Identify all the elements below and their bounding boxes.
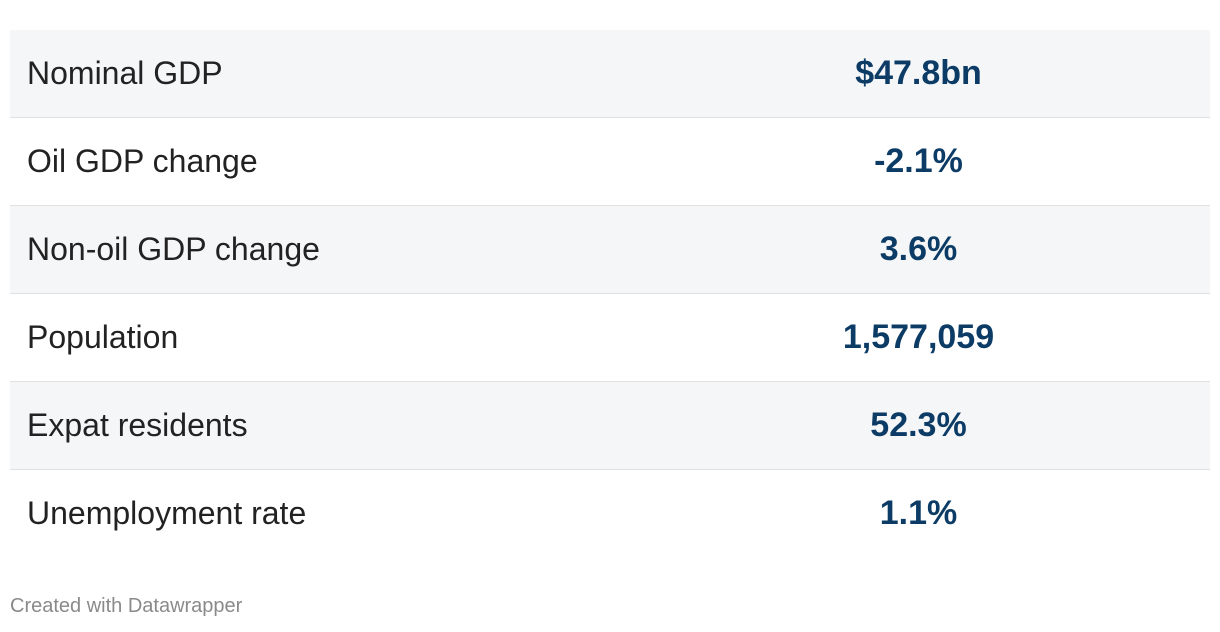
row-label: Population: [27, 319, 179, 355]
table-row: Unemployment rate 1.1%: [10, 470, 1210, 557]
row-value: $47.8bn: [855, 54, 982, 92]
table-row: Nominal GDP $47.8bn: [10, 30, 1210, 118]
row-label: Oil GDP change: [27, 143, 258, 179]
table-row: Expat residents 52.3%: [10, 382, 1210, 470]
credit: Created with Datawrapper: [10, 595, 243, 617]
row-label: Expat residents: [27, 407, 248, 443]
row-value: -2.1%: [874, 142, 963, 180]
row-value: 1,577,059: [842, 318, 995, 356]
row-value: 1.1%: [879, 494, 958, 532]
table: Nominal GDP $47.8bn Oil GDP change -2.1% Non…: [10, 30, 1210, 557]
table-row: Non-oil GDP change 3.6%: [10, 206, 1210, 294]
row-label: Non-oil GDP change: [27, 231, 320, 267]
row-value: 3.6%: [879, 230, 958, 268]
row-value: 52.3%: [870, 406, 967, 444]
table-row: Population 1,577,059: [10, 294, 1210, 382]
table-row: Oil GDP change -2.1%: [10, 118, 1210, 206]
row-label: Unemployment rate: [27, 495, 307, 531]
row-label: Nominal GDP: [27, 55, 223, 91]
